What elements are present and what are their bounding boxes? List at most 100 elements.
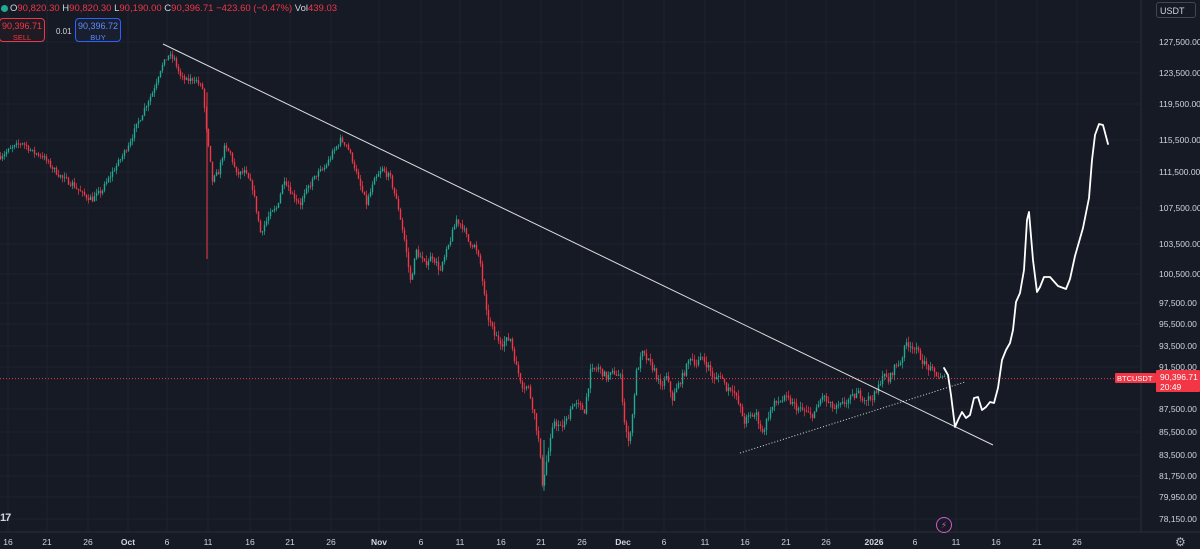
candle-body-120 bbox=[239, 171, 242, 175]
candle-body-319 bbox=[637, 368, 640, 370]
candle-body-48 bbox=[95, 192, 98, 197]
price-tick-label: 93,500.00 bbox=[1159, 341, 1197, 351]
candle-body-253 bbox=[505, 337, 508, 342]
candle-body-14 bbox=[27, 145, 30, 151]
candle-body-102 bbox=[203, 88, 206, 108]
candle-body-125 bbox=[249, 178, 252, 181]
candle-body-236 bbox=[471, 245, 474, 247]
candle-body-265 bbox=[529, 386, 532, 399]
candle-body-203 bbox=[405, 239, 408, 253]
support-trendline[interactable] bbox=[739, 381, 966, 454]
candle-body-415 bbox=[829, 402, 832, 403]
candle-body-435 bbox=[869, 396, 872, 400]
time-axis[interactable]: 16 21 26 Oct 6 11 16 21 26 Nov 6 11 16 21 26 Dec 6 11 16 21… bbox=[0, 531, 1200, 547]
candle-body-179 bbox=[357, 171, 360, 179]
candle-body-50 bbox=[99, 190, 102, 194]
sell-button[interactable]: 90,396.71 SELL bbox=[0, 18, 45, 42]
candle-body-134 bbox=[267, 216, 270, 221]
candle-body-210 bbox=[419, 256, 422, 258]
candle-body-368 bbox=[735, 392, 738, 396]
candle-body-465 bbox=[929, 366, 932, 371]
candle-body-94 bbox=[187, 78, 190, 82]
candle-body-2 bbox=[3, 154, 6, 157]
candle-body-440 bbox=[879, 384, 882, 385]
candle-body-169 bbox=[337, 145, 340, 147]
candle-body-96 bbox=[191, 78, 194, 81]
candle-body-350 bbox=[699, 356, 702, 361]
candle-body-69 bbox=[137, 121, 140, 124]
candle-body-323 bbox=[645, 353, 648, 360]
candle-body-300 bbox=[599, 367, 602, 369]
gear-icon[interactable]: ⚙ bbox=[1175, 535, 1186, 549]
candle-body-25 bbox=[49, 160, 52, 167]
candle-body-81 bbox=[161, 64, 164, 71]
candle-body-32 bbox=[63, 176, 66, 178]
candle-body-140 bbox=[279, 194, 282, 203]
candle-body-62 bbox=[123, 150, 126, 156]
candle-body-221 bbox=[441, 262, 444, 271]
candle-body-130 bbox=[259, 220, 262, 233]
candle-body-141 bbox=[281, 184, 284, 195]
price-tick-label: 115,500.00 bbox=[1159, 135, 1200, 145]
candle-body-40 bbox=[79, 190, 82, 192]
candle-body-88 bbox=[175, 58, 178, 67]
candle-body-138 bbox=[275, 207, 278, 209]
candle-body-255 bbox=[509, 338, 512, 341]
candle-body-316 bbox=[631, 414, 634, 433]
candle-body-11 bbox=[21, 143, 24, 145]
candle-body-428 bbox=[855, 393, 858, 399]
time-tick-label: 16 bbox=[3, 537, 13, 547]
candle-body-183 bbox=[365, 194, 368, 205]
candle-body-190 bbox=[379, 171, 382, 174]
candle-body-8 bbox=[15, 143, 18, 146]
price-tick-label: 83,500.00 bbox=[1159, 450, 1197, 460]
candle-body-168 bbox=[335, 146, 338, 150]
candle-body-17 bbox=[33, 149, 36, 154]
time-tick-label: 6 bbox=[419, 537, 424, 547]
bolt-icon[interactable]: ⚡ bbox=[936, 517, 952, 533]
candle-body-345 bbox=[689, 359, 692, 361]
candle-body-456 bbox=[911, 346, 914, 349]
buy-button[interactable]: 90,396.72 BUY bbox=[75, 18, 121, 42]
candle-body-429 bbox=[857, 390, 860, 394]
candle-body-299 bbox=[597, 367, 600, 370]
candle-body-116 bbox=[231, 152, 234, 162]
candle-body-467 bbox=[933, 368, 936, 372]
candle-body-302 bbox=[603, 371, 606, 377]
candle-body-308 bbox=[615, 374, 618, 376]
candle-body-146 bbox=[291, 193, 294, 195]
candle-body-391 bbox=[781, 400, 784, 402]
candle-body-111 bbox=[221, 158, 224, 163]
candle-body-216 bbox=[431, 256, 434, 259]
candle-body-293 bbox=[585, 396, 588, 414]
candle-body-424 bbox=[847, 399, 850, 404]
candle-body-64 bbox=[127, 145, 130, 151]
price-tick-label: 123,500.00 bbox=[1159, 68, 1200, 78]
candle-body-186 bbox=[371, 184, 374, 193]
time-tick-label: 6 bbox=[913, 537, 918, 547]
candle-body-139 bbox=[277, 202, 280, 208]
currency-selector[interactable]: USDT bbox=[1156, 2, 1196, 18]
price-axis[interactable]: 127,500.00 123,500.00 119,500.00 115,500.00… bbox=[1140, 0, 1200, 532]
candle-body-241 bbox=[481, 263, 484, 282]
candle-body-318 bbox=[635, 369, 638, 396]
price-tick-label: 81,750.00 bbox=[1159, 471, 1197, 481]
candle-body-383 bbox=[765, 418, 768, 431]
candle-body-135 bbox=[269, 211, 272, 217]
candle-body-338 bbox=[675, 388, 678, 393]
candle-body-372 bbox=[743, 416, 746, 424]
candle-body-459 bbox=[917, 347, 920, 351]
price-tick-label: 119,500.00 bbox=[1159, 99, 1200, 109]
descending-trendline[interactable] bbox=[162, 43, 994, 446]
candle-body-463 bbox=[925, 361, 928, 365]
candle-body-352 bbox=[703, 357, 706, 362]
candle-body-321 bbox=[641, 350, 644, 357]
candle-body-51 bbox=[101, 190, 104, 194]
candle-body-225 bbox=[449, 241, 452, 245]
candle-body-326 bbox=[651, 361, 654, 371]
candle-body-409 bbox=[817, 404, 820, 408]
projection-path[interactable] bbox=[943, 123, 1109, 428]
candle-body-304 bbox=[607, 374, 610, 380]
candle-body-314 bbox=[627, 431, 630, 441]
